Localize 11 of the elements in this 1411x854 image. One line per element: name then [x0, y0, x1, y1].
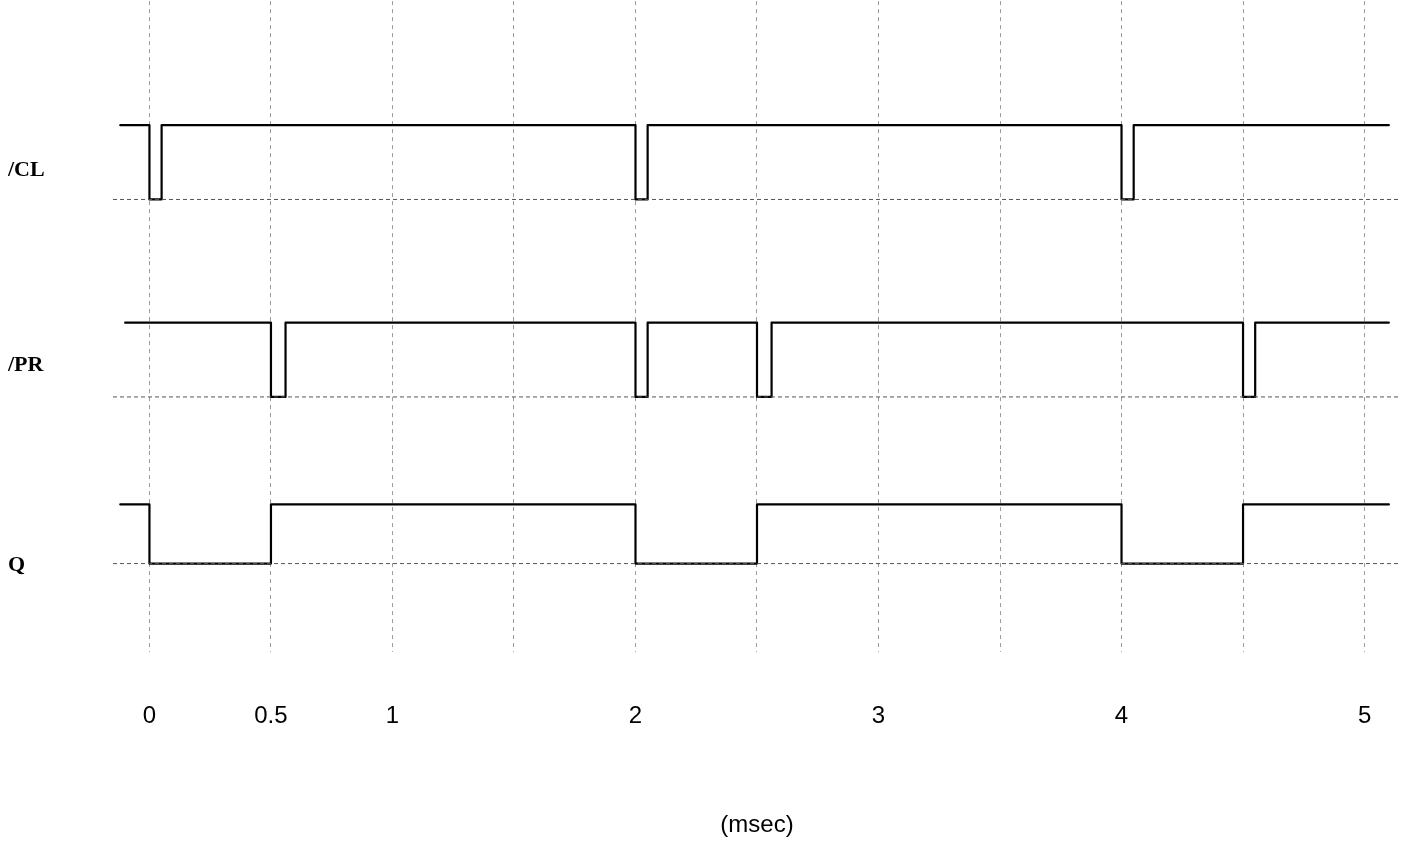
x-tick-label: 5: [1357, 701, 1372, 729]
y-axis-title: /PR: [8, 351, 44, 377]
x-axis-title: (msec): [720, 810, 794, 838]
x-tick-label: 0: [142, 701, 157, 729]
y-axis-title: Q: [8, 551, 26, 577]
x-tick-label: 4: [1114, 701, 1129, 729]
y-axis-title: /CL: [8, 156, 45, 182]
x-tick-label: 2: [628, 701, 643, 729]
x-tick-label: 3: [871, 701, 886, 729]
x-tick-label: 1: [385, 701, 400, 729]
x-tick-label: 0.5: [254, 701, 288, 729]
